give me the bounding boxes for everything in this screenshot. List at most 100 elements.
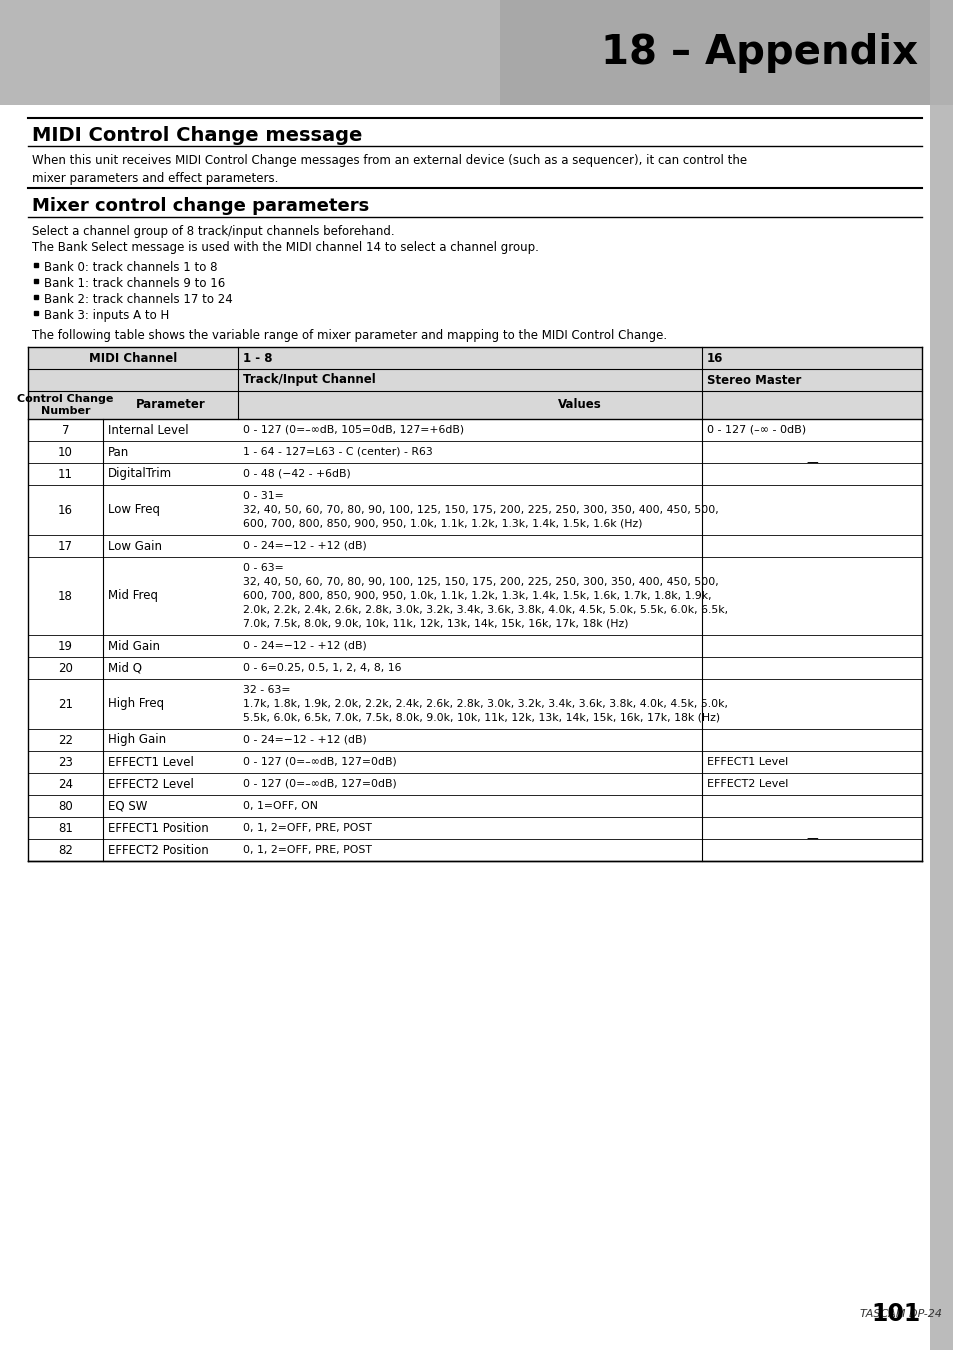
Text: 0 - 24=−12 - +12 (dB): 0 - 24=−12 - +12 (dB) bbox=[243, 641, 366, 651]
Text: 32 - 63=: 32 - 63= bbox=[243, 684, 291, 695]
Text: High Gain: High Gain bbox=[108, 733, 166, 747]
Text: The following table shows the variable range of mixer parameter and mapping to t: The following table shows the variable r… bbox=[32, 329, 666, 342]
Text: MIDI Control Change message: MIDI Control Change message bbox=[32, 126, 362, 144]
Text: 80: 80 bbox=[58, 799, 72, 813]
Text: 17: 17 bbox=[58, 540, 73, 552]
Text: 24: 24 bbox=[58, 778, 73, 791]
Text: Bank 0: track channels 1 to 8: Bank 0: track channels 1 to 8 bbox=[44, 261, 217, 274]
Bar bbox=[28, 729, 921, 751]
Text: 18: 18 bbox=[58, 590, 72, 602]
Text: 1 - 64 - 127=L63 - C (center) - R63: 1 - 64 - 127=L63 - C (center) - R63 bbox=[243, 447, 433, 458]
Text: EFFECT2 Position: EFFECT2 Position bbox=[108, 844, 209, 856]
Text: 0 - 31=: 0 - 31= bbox=[243, 491, 283, 501]
Text: 7: 7 bbox=[62, 424, 70, 436]
Text: 0 - 63=: 0 - 63= bbox=[243, 563, 283, 572]
Text: 0 - 48 (−42 - +6dB): 0 - 48 (−42 - +6dB) bbox=[243, 468, 351, 479]
Bar bbox=[701, 347, 921, 369]
Text: Values: Values bbox=[558, 398, 601, 412]
Bar bbox=[28, 347, 237, 369]
Bar bbox=[28, 463, 921, 485]
Text: 0 - 127 (0=–∞dB, 127=0dB): 0 - 127 (0=–∞dB, 127=0dB) bbox=[243, 757, 396, 767]
Text: 1.7k, 1.8k, 1.9k, 2.0k, 2.2k, 2.4k, 2.6k, 2.8k, 3.0k, 3.2k, 3.4k, 3.6k, 3.8k, 4.: 1.7k, 1.8k, 1.9k, 2.0k, 2.2k, 2.4k, 2.6k… bbox=[243, 699, 727, 709]
Text: 81: 81 bbox=[58, 822, 72, 834]
Bar bbox=[28, 774, 921, 795]
Text: 600, 700, 800, 850, 900, 950, 1.0k, 1.1k, 1.2k, 1.3k, 1.4k, 1.5k, 1.6k, 1.7k, 1.: 600, 700, 800, 850, 900, 950, 1.0k, 1.1k… bbox=[243, 591, 711, 601]
Bar bbox=[28, 535, 921, 558]
Text: Low Freq: Low Freq bbox=[108, 504, 160, 517]
Text: Stereo Master: Stereo Master bbox=[706, 374, 801, 386]
Text: Low Gain: Low Gain bbox=[108, 540, 162, 552]
Text: DigitalTrim: DigitalTrim bbox=[108, 467, 172, 481]
Text: Mid Q: Mid Q bbox=[108, 662, 142, 675]
Text: EFFECT1 Level: EFFECT1 Level bbox=[108, 756, 193, 768]
Text: High Freq: High Freq bbox=[108, 698, 164, 710]
Text: 1 - 8: 1 - 8 bbox=[243, 351, 273, 364]
Bar bbox=[28, 392, 103, 418]
Text: 0, 1, 2=OFF, PRE, POST: 0, 1, 2=OFF, PRE, POST bbox=[243, 824, 372, 833]
Bar bbox=[28, 418, 921, 441]
Text: 0 - 24=−12 - +12 (dB): 0 - 24=−12 - +12 (dB) bbox=[243, 734, 366, 745]
Text: 16: 16 bbox=[706, 351, 722, 364]
Bar bbox=[28, 838, 921, 861]
Text: 82: 82 bbox=[58, 844, 72, 856]
Bar bbox=[28, 751, 921, 774]
Bar bbox=[103, 392, 237, 418]
Text: When this unit receives MIDI Control Change messages from an external device (su: When this unit receives MIDI Control Cha… bbox=[32, 154, 746, 185]
Text: EFFECT2 Level: EFFECT2 Level bbox=[108, 778, 193, 791]
Text: Track/Input Channel: Track/Input Channel bbox=[243, 374, 375, 386]
Text: 0, 1=OFF, ON: 0, 1=OFF, ON bbox=[243, 801, 317, 811]
Text: 0 - 24=−12 - +12 (dB): 0 - 24=−12 - +12 (dB) bbox=[243, 541, 366, 551]
Text: 21: 21 bbox=[58, 698, 73, 710]
Text: Bank 3: inputs A to H: Bank 3: inputs A to H bbox=[44, 309, 169, 323]
Bar bbox=[0, 0, 953, 105]
Text: 20: 20 bbox=[58, 662, 72, 675]
Bar bbox=[701, 369, 921, 391]
Text: Parameter: Parameter bbox=[135, 398, 205, 412]
Bar bbox=[0, 0, 499, 105]
Text: 0 - 127 (0=–∞dB, 127=0dB): 0 - 127 (0=–∞dB, 127=0dB) bbox=[243, 779, 396, 788]
Text: —: — bbox=[805, 456, 817, 470]
Text: Internal Level: Internal Level bbox=[108, 424, 189, 436]
Text: 600, 700, 800, 850, 900, 950, 1.0k, 1.1k, 1.2k, 1.3k, 1.4k, 1.5k, 1.6k (Hz): 600, 700, 800, 850, 900, 950, 1.0k, 1.1k… bbox=[243, 518, 641, 529]
Bar bbox=[0, 0, 929, 105]
Bar bbox=[28, 634, 921, 657]
Bar bbox=[28, 817, 921, 838]
Text: 32, 40, 50, 60, 70, 80, 90, 100, 125, 150, 175, 200, 225, 250, 300, 350, 400, 45: 32, 40, 50, 60, 70, 80, 90, 100, 125, 15… bbox=[243, 505, 718, 514]
Bar bbox=[28, 485, 921, 535]
Text: The Bank Select message is used with the MIDI channel 14 to select a channel gro: The Bank Select message is used with the… bbox=[32, 242, 538, 254]
Text: TASCAM DP-24: TASCAM DP-24 bbox=[859, 1310, 941, 1319]
Text: 0 - 127 (–∞ - 0dB): 0 - 127 (–∞ - 0dB) bbox=[706, 425, 805, 435]
Bar bbox=[28, 679, 921, 729]
Text: EFFECT1 Position: EFFECT1 Position bbox=[108, 822, 209, 834]
Text: EFFECT1 Level: EFFECT1 Level bbox=[706, 757, 787, 767]
Bar bbox=[237, 347, 701, 369]
Text: Mixer control change parameters: Mixer control change parameters bbox=[32, 197, 369, 215]
Text: Bank 1: track channels 9 to 16: Bank 1: track channels 9 to 16 bbox=[44, 277, 225, 290]
Text: EQ SW: EQ SW bbox=[108, 799, 147, 813]
Text: 11: 11 bbox=[58, 467, 73, 481]
Text: 22: 22 bbox=[58, 733, 73, 747]
Text: Bank 2: track channels 17 to 24: Bank 2: track channels 17 to 24 bbox=[44, 293, 233, 306]
Text: 32, 40, 50, 60, 70, 80, 90, 100, 125, 150, 175, 200, 225, 250, 300, 350, 400, 45: 32, 40, 50, 60, 70, 80, 90, 100, 125, 15… bbox=[243, 576, 718, 587]
Bar bbox=[237, 392, 921, 418]
Text: 23: 23 bbox=[58, 756, 72, 768]
Bar bbox=[28, 657, 921, 679]
Text: 18 – Appendix: 18 – Appendix bbox=[600, 32, 917, 73]
Text: Control Change
Number: Control Change Number bbox=[17, 394, 113, 416]
Bar bbox=[237, 369, 701, 391]
Text: 2.0k, 2.2k, 2.4k, 2.6k, 2.8k, 3.0k, 3.2k, 3.4k, 3.6k, 3.8k, 4.0k, 4.5k, 5.0k, 5.: 2.0k, 2.2k, 2.4k, 2.6k, 2.8k, 3.0k, 3.2k… bbox=[243, 605, 727, 616]
Text: EFFECT2 Level: EFFECT2 Level bbox=[706, 779, 787, 788]
Text: Select a channel group of 8 track/input channels beforehand.: Select a channel group of 8 track/input … bbox=[32, 225, 395, 238]
Text: 16: 16 bbox=[58, 504, 73, 517]
Bar bbox=[28, 369, 237, 391]
Bar bbox=[28, 558, 921, 634]
Text: 10: 10 bbox=[58, 446, 72, 459]
Text: 19: 19 bbox=[58, 640, 73, 652]
Text: MIDI Channel: MIDI Channel bbox=[89, 351, 177, 364]
Text: —: — bbox=[805, 833, 817, 845]
Bar bbox=[28, 441, 921, 463]
Bar bbox=[28, 795, 921, 817]
Text: 101: 101 bbox=[871, 1301, 920, 1326]
Text: Mid Freq: Mid Freq bbox=[108, 590, 158, 602]
Text: 7.0k, 7.5k, 8.0k, 9.0k, 10k, 11k, 12k, 13k, 14k, 15k, 16k, 17k, 18k (Hz): 7.0k, 7.5k, 8.0k, 9.0k, 10k, 11k, 12k, 1… bbox=[243, 620, 628, 629]
